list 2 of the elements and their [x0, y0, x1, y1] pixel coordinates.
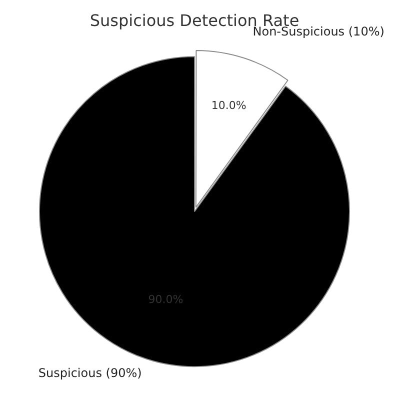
slice-label: Suspicious (90%) [38, 366, 142, 380]
data-label: 10.0% [211, 98, 246, 112]
